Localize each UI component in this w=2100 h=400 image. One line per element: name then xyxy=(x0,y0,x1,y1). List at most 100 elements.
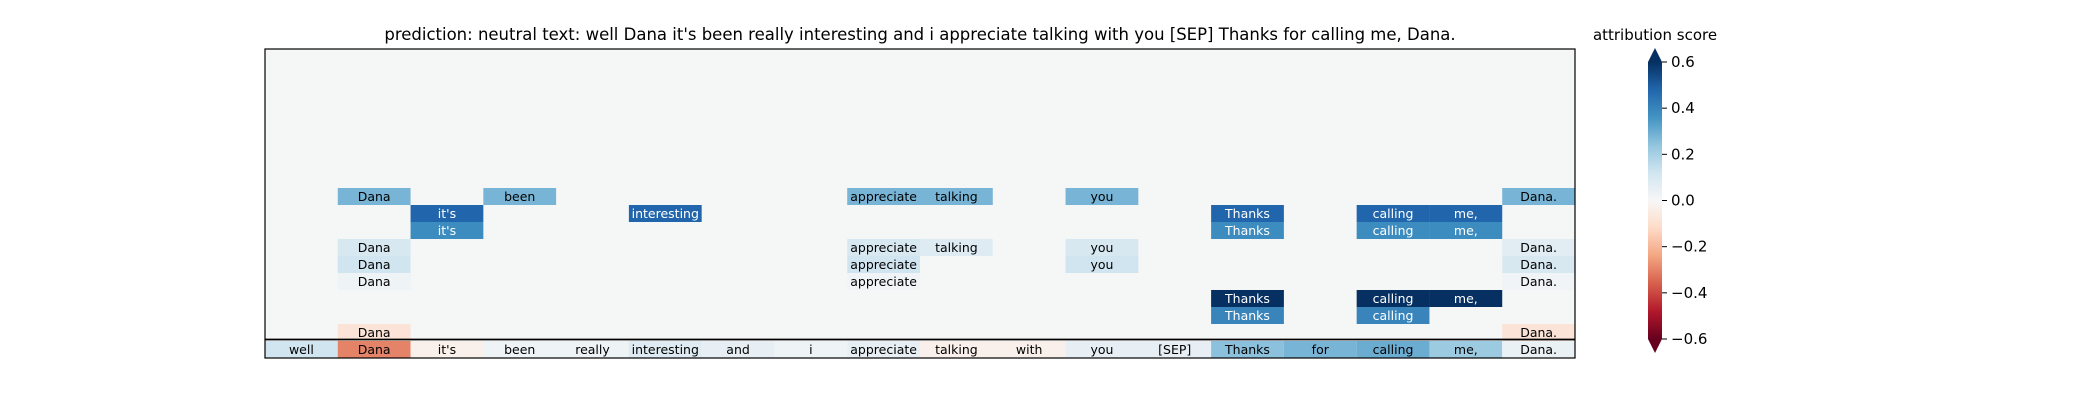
heatmap-cell xyxy=(337,324,411,341)
input-token-cell xyxy=(628,341,702,358)
input-token-label: me, xyxy=(1454,342,1478,357)
heatmap-cell xyxy=(483,188,557,205)
colorbar-tick-label: 0.4 xyxy=(1671,99,1695,117)
input-token-label: i xyxy=(809,342,812,357)
heatmap-cell-label: you xyxy=(1090,257,1113,272)
heatmap-cell-label: Dana. xyxy=(1520,240,1557,255)
heatmap-cell-label: appreciate xyxy=(850,240,917,255)
colorbar xyxy=(1648,48,1662,353)
heatmap-cell-label: talking xyxy=(935,189,978,204)
input-token-cell xyxy=(920,341,993,358)
heatmap-cell-label: Dana. xyxy=(1520,325,1557,340)
heatmap-cell xyxy=(337,239,411,256)
heatmap-cell-label: calling xyxy=(1373,206,1414,221)
heatmap-cell xyxy=(1356,290,1430,307)
colorbar-tick-label: −0.4 xyxy=(1671,284,1707,302)
heatmap-cell-label: appreciate xyxy=(850,189,917,204)
colorbar-gradient xyxy=(1648,62,1662,339)
input-token-cell xyxy=(1429,341,1503,358)
input-token-label: appreciate xyxy=(850,342,917,357)
heatmap-cell xyxy=(920,239,993,256)
heatmap-cell-label: you xyxy=(1090,189,1113,204)
heatmap-cell-label: appreciate xyxy=(850,274,917,289)
heatmap-cell xyxy=(337,256,411,273)
heatmap-cell-label: appreciate xyxy=(850,257,917,272)
input-token-cell xyxy=(1283,341,1357,358)
heatmap-cell xyxy=(1211,290,1284,307)
input-token-cell xyxy=(483,341,557,358)
input-token-cell xyxy=(1356,341,1430,358)
input-token-cell xyxy=(701,341,775,358)
heatmap-cell xyxy=(1211,205,1284,222)
heatmap-cell-label: Thanks xyxy=(1224,308,1270,323)
heatmap-cell-label: been xyxy=(504,189,535,204)
input-token-label: Dana xyxy=(358,342,391,357)
heatmap-cell xyxy=(847,239,920,256)
colorbar-tick-label: −0.6 xyxy=(1671,330,1707,348)
heatmap-cell-label: you xyxy=(1090,240,1113,255)
heatmap-cell xyxy=(1429,222,1503,239)
heatmap-cell-label: Dana. xyxy=(1520,257,1557,272)
heatmap-cell-label: Thanks xyxy=(1224,223,1270,238)
input-token-label: interesting xyxy=(632,342,699,357)
heatmap-cell xyxy=(1429,205,1503,222)
input-token-label: Thanks xyxy=(1224,342,1270,357)
heatmap-cell xyxy=(1502,273,1575,290)
input-token-cell xyxy=(1138,341,1212,358)
input-token-cell xyxy=(774,341,848,358)
heatmap-cell xyxy=(1211,307,1284,324)
input-token-cell xyxy=(337,341,411,358)
heatmap-cell-label: Dana xyxy=(358,274,391,289)
heatmap-cell xyxy=(1211,222,1284,239)
input-token-cell xyxy=(265,341,338,358)
input-token-label: with xyxy=(1016,342,1043,357)
heatmap-cell-label: it's xyxy=(438,223,456,238)
colorbar-label: attribution score xyxy=(1593,26,1717,44)
heatmap-cell xyxy=(1502,324,1575,341)
heatmap-cell-label: Dana xyxy=(358,257,391,272)
heatmap-cell xyxy=(410,205,484,222)
input-token-cell xyxy=(410,341,484,358)
heatmap-cell-label: calling xyxy=(1373,223,1414,238)
heatmap-cell xyxy=(847,188,920,205)
colorbar-min-extend xyxy=(1648,339,1662,353)
heatmap-cell-label: me, xyxy=(1454,206,1478,221)
heatmap-cell-label: calling xyxy=(1373,308,1414,323)
colorbar-ticks: 0.6 0.4 0.2 0.0 −0.2 −0.4 −0.6 xyxy=(1662,53,1707,348)
heatmap-cell-label: interesting xyxy=(632,206,699,221)
input-token-label: Dana. xyxy=(1520,342,1557,357)
colorbar-tick-label: 0.0 xyxy=(1671,192,1695,210)
heatmap-cell xyxy=(628,205,702,222)
heatmap-cell-label: talking xyxy=(935,240,978,255)
plot-frame xyxy=(264,48,1576,359)
input-token-cell xyxy=(1211,341,1284,358)
heatmap-cell xyxy=(1502,188,1575,205)
input-token-cell xyxy=(1065,341,1139,358)
heatmap-cell-label: it's xyxy=(438,206,456,221)
input-token-label: really xyxy=(575,342,610,357)
heatmap-cell xyxy=(847,256,920,273)
heatmap-cell-label: Dana xyxy=(358,189,391,204)
heatmap-cell-label: calling xyxy=(1373,291,1414,306)
heatmap-cell xyxy=(1065,256,1139,273)
colorbar-max-extend xyxy=(1648,48,1662,62)
input-token-cell xyxy=(1502,341,1575,358)
heatmap-cell xyxy=(1502,239,1575,256)
input-token-cell xyxy=(556,341,629,358)
heatmap-cell-label: Thanks xyxy=(1224,206,1270,221)
heatmap-cell xyxy=(920,188,993,205)
input-token-label: talking xyxy=(935,342,978,357)
chart-title: prediction: neutral text: well Dana it's… xyxy=(384,25,1455,44)
heatmap-cell-label: Dana. xyxy=(1520,189,1557,204)
heatmap-cell-label: me, xyxy=(1454,223,1478,238)
heatmap-cell xyxy=(337,188,411,205)
input-token-cell xyxy=(992,341,1066,358)
attribution-rows: Dana been appreciate talking you Dana. it's int… xyxy=(337,188,1575,341)
heatmap-cell-label: Dana. xyxy=(1520,274,1557,289)
colorbar-tick-label: 0.2 xyxy=(1671,145,1695,163)
heatmap-cell xyxy=(1356,307,1430,324)
input-token-label: calling xyxy=(1373,342,1414,357)
heatmap-cell xyxy=(410,222,484,239)
heatmap-cell xyxy=(1502,256,1575,273)
heatmap-cell xyxy=(1065,239,1139,256)
